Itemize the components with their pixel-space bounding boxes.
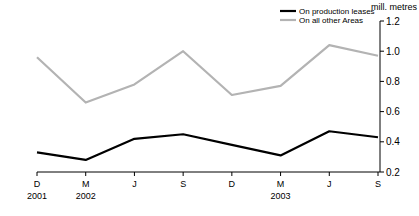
x-tick: [85, 172, 86, 176]
y-axis-label: mill. metres: [371, 2, 418, 12]
series-line: [37, 131, 378, 160]
y-tick-label: 0.2: [386, 167, 400, 178]
x-tick: [231, 172, 232, 176]
x-tick-label: M: [82, 179, 90, 189]
x-tick-label: J: [327, 179, 332, 189]
legend-swatch: [280, 10, 296, 12]
x-tick-label: D: [34, 179, 41, 189]
x-year-label: 2002: [76, 191, 96, 201]
y-tick: [380, 172, 384, 173]
x-axis: [37, 172, 380, 173]
y-tick: [380, 111, 384, 112]
x-tick: [329, 172, 330, 176]
legend-label: On all other Areas: [299, 16, 363, 25]
x-year-label: 2003: [271, 191, 291, 201]
y-axis: [380, 21, 381, 172]
y-tick: [380, 51, 384, 52]
x-tick: [37, 172, 38, 176]
x-tick: [378, 172, 379, 176]
x-tick-label: J: [132, 179, 137, 189]
y-tick: [380, 81, 384, 82]
x-tick-label: M: [277, 179, 285, 189]
y-tick: [380, 141, 384, 142]
y-tick-label: 0.6: [386, 106, 400, 117]
legend-swatch: [280, 19, 296, 21]
x-tick: [183, 172, 184, 176]
x-tick-label: S: [375, 179, 381, 189]
y-tick-label: 0.4: [386, 136, 400, 147]
chart: 0.2 0.4 0.6 0.8 1.0 1.2 mill. metres D 2001 M 2002…: [0, 0, 419, 216]
x-tick: [280, 172, 281, 176]
y-tick-label: 1.0: [386, 46, 400, 57]
y-tick-label: 0.8: [386, 76, 400, 87]
x-tick: [134, 172, 135, 176]
series-line: [37, 45, 378, 102]
x-year-label: 2001: [27, 191, 47, 201]
x-tick-label: D: [229, 179, 236, 189]
plot-area: [37, 45, 378, 160]
y-tick: [380, 21, 384, 22]
legend-label: On production leases: [299, 7, 375, 16]
y-tick-label: 1.2: [386, 16, 400, 27]
x-tick-label: S: [180, 179, 186, 189]
